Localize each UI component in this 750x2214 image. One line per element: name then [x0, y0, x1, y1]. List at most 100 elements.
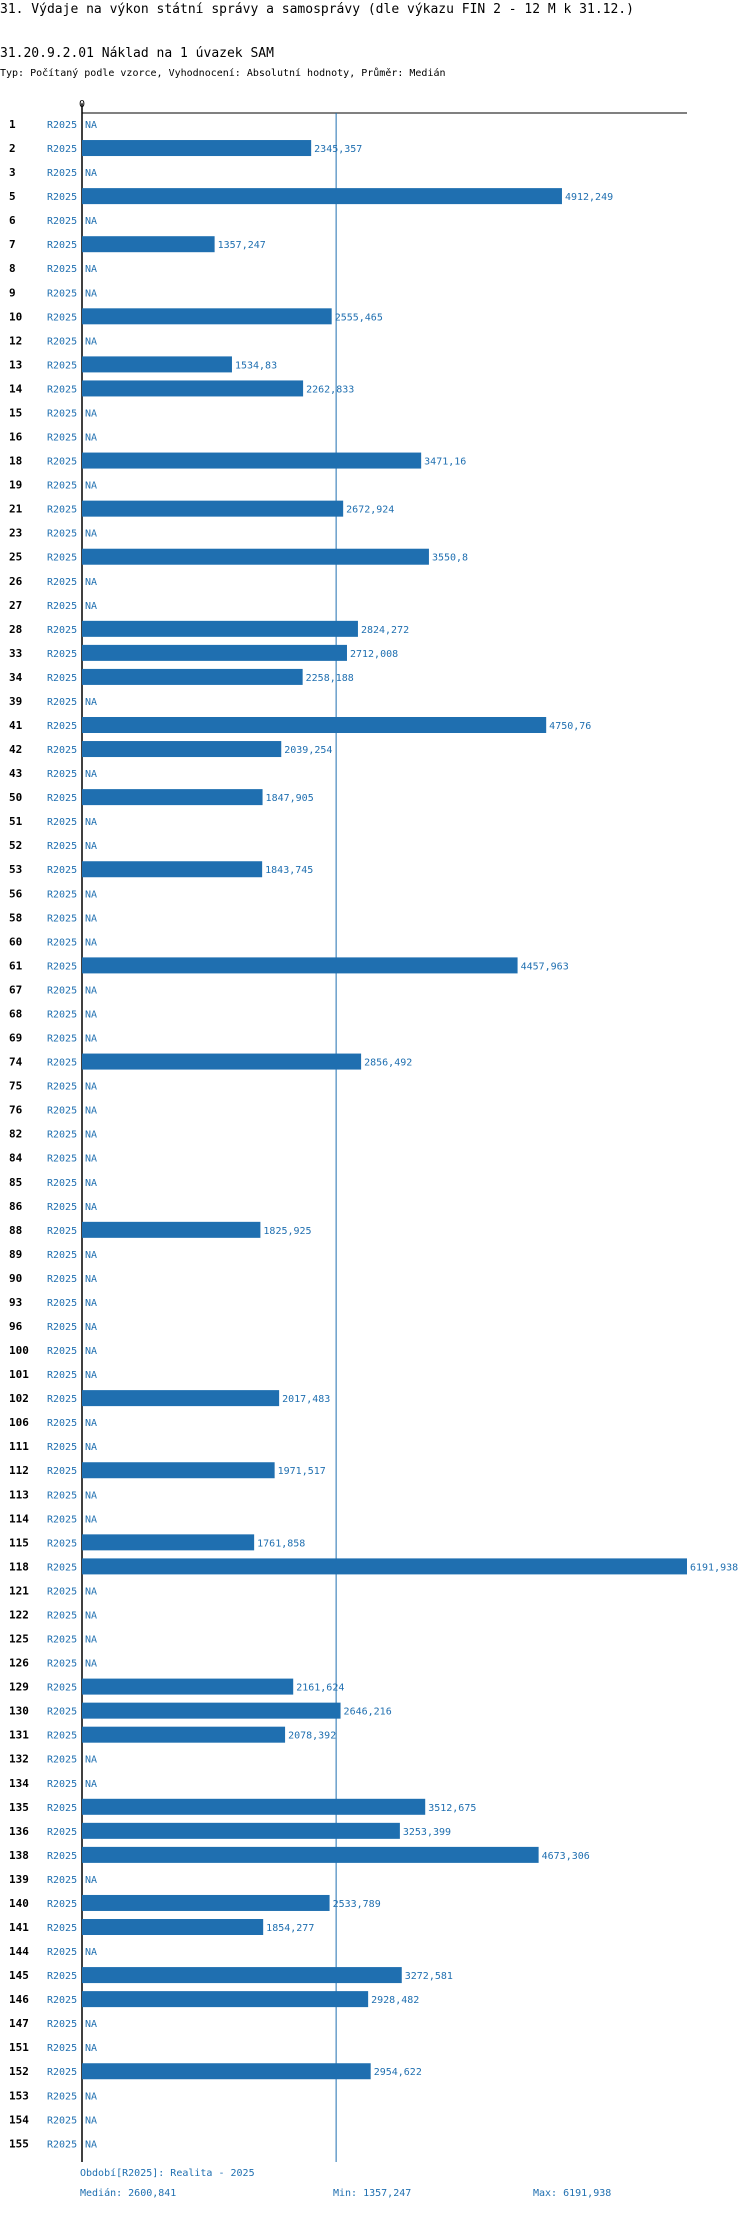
na-label: NA — [85, 1154, 97, 1165]
na-label: NA — [85, 1514, 97, 1525]
category-label: 154 — [9, 2113, 29, 2126]
na-label: NA — [85, 841, 97, 852]
value-label: 1761,858 — [257, 1538, 305, 1549]
bar — [82, 1726, 286, 1743]
series-label: R2025 — [47, 1370, 77, 1381]
footer-min: Min: 1357,247 — [333, 2188, 412, 2199]
category-label: 61 — [9, 959, 23, 972]
category-label: 129 — [9, 1681, 29, 1694]
bar — [82, 1822, 400, 1839]
na-label: NA — [85, 769, 97, 780]
category-label: 8 — [9, 262, 16, 275]
category-label: 52 — [9, 839, 22, 852]
category-label: 90 — [9, 1272, 22, 1285]
category-label: 12 — [9, 334, 22, 347]
na-label: NA — [85, 1635, 97, 1646]
category-label: 152 — [9, 2065, 29, 2078]
na-label: NA — [85, 1178, 97, 1189]
category-label: 26 — [9, 575, 23, 588]
na-label: NA — [85, 1659, 97, 1670]
series-label: R2025 — [47, 841, 77, 852]
category-label: 42 — [9, 743, 22, 756]
value-label: 3253,399 — [403, 1827, 451, 1838]
series-label: R2025 — [47, 2115, 77, 2126]
category-label: 34 — [9, 671, 23, 684]
series-label: R2025 — [47, 408, 77, 419]
series-label: R2025 — [47, 865, 77, 876]
bar — [82, 1919, 264, 1935]
category-label: 82 — [9, 1128, 22, 1141]
series-label: R2025 — [47, 1827, 77, 1838]
category-label: 1 — [9, 118, 16, 131]
category-label: 126 — [9, 1657, 29, 1670]
na-label: NA — [85, 889, 97, 900]
series-label: R2025 — [47, 1009, 77, 1020]
category-label: 27 — [9, 599, 22, 612]
series-label: R2025 — [47, 216, 77, 227]
bar — [82, 1678, 294, 1695]
category-label: 139 — [9, 1873, 29, 1886]
value-label: 3471,16 — [424, 457, 466, 468]
footer-max: Max: 6191,938 — [533, 2188, 612, 2199]
na-label: NA — [85, 1274, 97, 1285]
category-label: 145 — [9, 1969, 29, 1982]
category-label: 100 — [9, 1344, 29, 1357]
series-label: R2025 — [47, 1202, 77, 1213]
na-label: NA — [85, 817, 97, 828]
page-title: 31. Výdaje na výkon státní správy a samo… — [0, 2, 634, 17]
series-label: R2025 — [47, 1707, 77, 1718]
value-label: 3512,675 — [428, 1803, 476, 1814]
na-label: NA — [85, 1947, 97, 1958]
series-label: R2025 — [47, 1514, 77, 1525]
series-label: R2025 — [47, 1683, 77, 1694]
series-label: R2025 — [47, 937, 77, 948]
na-label: NA — [85, 2115, 97, 2126]
series-label: R2025 — [47, 120, 77, 131]
series-label: R2025 — [47, 961, 77, 972]
na-label: NA — [85, 985, 97, 996]
category-label: 88 — [9, 1224, 22, 1237]
category-label: 33 — [9, 647, 22, 660]
series-label: R2025 — [47, 2019, 77, 2030]
bar — [82, 188, 562, 205]
footer-period: Období[R2025]: Realita - 2025 — [80, 2168, 255, 2179]
bar — [82, 500, 344, 517]
value-label: 1357,247 — [218, 240, 266, 251]
na-label: NA — [85, 1322, 97, 1333]
series-label: R2025 — [47, 1418, 77, 1429]
bar — [82, 548, 429, 565]
na-label: NA — [85, 1779, 97, 1790]
series-label: R2025 — [47, 1803, 77, 1814]
series-label: R2025 — [47, 457, 77, 468]
na-label: NA — [85, 1875, 97, 1886]
series-label: R2025 — [47, 1851, 77, 1862]
value-label: 2345,357 — [314, 144, 362, 155]
category-label: 153 — [9, 2089, 29, 2102]
bar — [82, 308, 332, 325]
bar — [82, 1846, 539, 1863]
na-label: NA — [85, 601, 97, 612]
series-label: R2025 — [47, 553, 77, 564]
value-label: 2258,188 — [306, 673, 354, 684]
category-label: 13 — [9, 358, 22, 371]
series-label: R2025 — [47, 1250, 77, 1261]
category-label: 15 — [9, 406, 22, 419]
value-label: 2161,624 — [296, 1683, 344, 1694]
category-label: 136 — [9, 1825, 29, 1838]
category-label: 84 — [9, 1152, 23, 1165]
value-label: 1971,517 — [278, 1466, 326, 1477]
category-label: 115 — [9, 1536, 29, 1549]
na-label: NA — [85, 577, 97, 588]
na-label: NA — [85, 1755, 97, 1766]
na-label: NA — [85, 2091, 97, 2102]
bar — [82, 236, 215, 253]
value-label: 2039,254 — [284, 745, 332, 756]
na-label: NA — [85, 1490, 97, 1501]
value-label: 2672,924 — [346, 505, 394, 516]
category-label: 67 — [9, 983, 22, 996]
value-label: 1825,925 — [263, 1226, 311, 1237]
na-label: NA — [85, 216, 97, 227]
series-label: R2025 — [47, 1130, 77, 1141]
category-label: 7 — [9, 238, 16, 251]
